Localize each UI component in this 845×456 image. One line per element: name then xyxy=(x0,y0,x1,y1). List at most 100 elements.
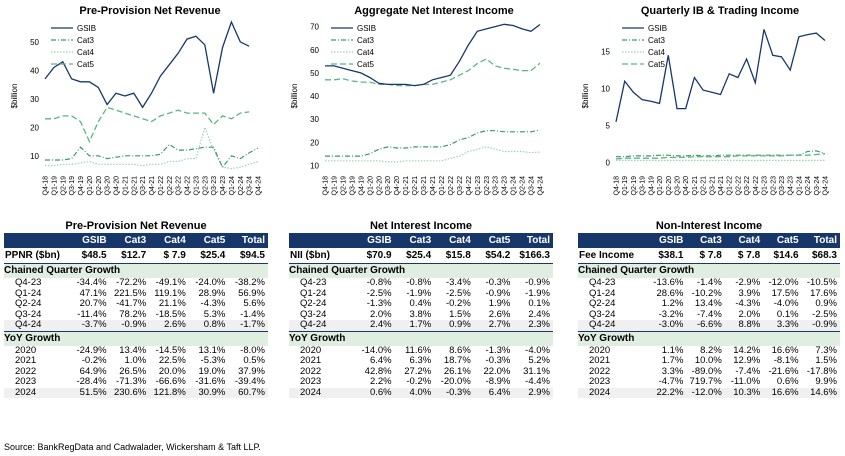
table-cell: -1.4% xyxy=(696,277,722,288)
table-cell: -6.6% xyxy=(686,319,725,331)
table-cell: 3.3% xyxy=(763,319,802,331)
x-tick-label: Q1-21 xyxy=(122,176,129,196)
table-cell: 719.7% xyxy=(689,376,722,387)
table-cell: 1.7% xyxy=(661,355,684,366)
level-value: $ 7.8 xyxy=(686,248,725,264)
x-tick-label: Q2-24 xyxy=(520,176,527,196)
table-cell: -0.8% xyxy=(406,277,432,288)
column-header: Total xyxy=(813,235,837,246)
table-cell: 10.3% xyxy=(724,387,764,398)
data-table: GSIB Cat3 Cat4 Cat5 Total NII ($bn) $70.9 $25.4… xyxy=(289,233,553,398)
x-tick-label: Q3-21 xyxy=(709,176,716,196)
table-cell: 2.4% xyxy=(355,319,395,331)
table-cell: -11.4% xyxy=(77,308,107,320)
row-label: Q3-24 xyxy=(15,308,42,320)
x-tick-label: Q1-23 xyxy=(193,176,200,196)
x-tick-label: Q4-24 xyxy=(823,176,830,196)
x-tick-label: Q4-20 xyxy=(394,176,401,196)
table-cell: 6.4% xyxy=(473,387,514,398)
table-row: Q2-24 20.7% -41.7% 21.1% -4.3% 5.6% xyxy=(4,298,268,310)
x-tick-label: Q4-20 xyxy=(683,176,690,196)
x-tick-label: Q1-19 xyxy=(331,176,338,196)
row-label: Q4-23 xyxy=(300,277,327,288)
table-cell: -18.5% xyxy=(155,308,186,320)
table-cell: -12.0% xyxy=(686,387,725,398)
table-row: 2020 -14.0% 11.6% 8.6% -1.3% -4.0% xyxy=(289,344,553,357)
table-cell: 14.2% xyxy=(733,344,761,356)
column-header: Cat3 xyxy=(409,235,432,246)
level-value: $25.4 xyxy=(394,248,435,264)
x-tick-label: Q1-20 xyxy=(657,176,664,196)
table-row: 2022 42.8% 27.2% 26.1% 22.0% 31.1% xyxy=(289,366,553,378)
table-cell: -0.3% xyxy=(485,355,511,366)
x-tick-label: Q2-21 xyxy=(701,176,708,196)
table-row: Q3-24 -3.2% -7.4% 2.0% 0.1% -2.5% xyxy=(578,308,840,321)
table-cell: 60.7% xyxy=(228,387,268,398)
y-tick-label: 20 xyxy=(30,123,39,132)
x-tick-label: Q2-24 xyxy=(805,176,812,196)
table-cell: 0.8% xyxy=(188,319,229,331)
series-line-cat3 xyxy=(616,150,826,158)
ppnr-table-panel: Pre-Provision Net Revenue GSIB Cat3 Cat4 Cat… xyxy=(4,220,268,398)
x-tick-label: Q1-22 xyxy=(727,176,734,196)
table-cell: 0.6% xyxy=(355,387,395,398)
table-row: 2022 3.3% -89.0% -7.4% -21.6% -17.8% xyxy=(578,365,840,378)
table-cell: 0.1% xyxy=(776,308,799,320)
table-cell: -2.9% xyxy=(735,277,761,288)
table-cell: -71.3% xyxy=(116,376,147,387)
table-cell: 230.6% xyxy=(109,387,150,398)
column-header: Cat5 xyxy=(488,235,511,246)
y-tick-label: 10 xyxy=(30,152,39,161)
table-cell: 0.4% xyxy=(409,298,432,309)
column-header: Cat4 xyxy=(738,235,761,246)
table-cell: 17.5% xyxy=(771,287,799,299)
x-tick-label: Q1-21 xyxy=(403,176,410,196)
y-axis-label: $billion xyxy=(581,84,590,109)
chart-title: Quarterly IB & Trading Income xyxy=(641,5,799,17)
table-cell: -4.0% xyxy=(773,298,799,309)
table-cell: 18.7% xyxy=(443,355,471,366)
table-cell: 19.0% xyxy=(198,365,226,377)
series-line-gsib xyxy=(325,23,541,87)
row-label: 2021 xyxy=(15,355,37,366)
table-cell: -1.7% xyxy=(228,319,268,331)
table-cell: 56.9% xyxy=(238,287,265,299)
table-cell: 9.9% xyxy=(815,376,837,387)
column-header: Cat3 xyxy=(124,235,147,246)
table-cell: -3.7% xyxy=(70,319,110,331)
x-tick-label: Q2-23 xyxy=(484,176,491,196)
x-tick-label: Q2-20 xyxy=(666,176,673,196)
row-label: Q1-24 xyxy=(589,287,616,299)
table-cell: -7.4% xyxy=(735,365,761,377)
series-line-cat5 xyxy=(325,58,541,87)
table-cell: -10.2% xyxy=(691,287,722,299)
column-header: GSIB xyxy=(658,235,684,246)
row-label: 2021 xyxy=(589,355,611,366)
table-row: Q4-23 -34.4% -72.2% -49.1% -24.0% -38.2% xyxy=(4,277,268,289)
series-line-gsib xyxy=(615,29,826,123)
table-cell: -1.4% xyxy=(240,308,265,320)
level-value: $68.3 xyxy=(801,248,840,264)
level-value: $38.1 xyxy=(648,248,687,264)
level-value: $15.8 xyxy=(434,248,474,264)
level-value: $48.5 xyxy=(70,248,110,264)
section-label: Chained Quarter Growth xyxy=(578,263,840,278)
table-title: Non-Interest Income xyxy=(655,220,763,232)
row-label: 2022 xyxy=(15,365,37,377)
table-cell: -4.0% xyxy=(525,344,550,356)
row-label: Q4-24 xyxy=(578,319,648,331)
table-cell: -49.1% xyxy=(155,277,186,288)
row-label: 2024 xyxy=(4,387,70,398)
table-cell: 28.9% xyxy=(198,287,226,299)
x-tick-label: Q4-21 xyxy=(718,176,725,196)
y-axis-label: $billion xyxy=(10,84,19,109)
x-tick-label: Q1-19 xyxy=(622,176,629,196)
table-cell: 5.3% xyxy=(203,308,226,320)
y-tick-label: 40 xyxy=(310,92,319,101)
x-tick-label: Q3-24 xyxy=(814,176,821,196)
series-line-cat5 xyxy=(615,153,826,160)
section-row: YoY Growth xyxy=(4,330,268,346)
section-row: Chained Quarter Growth xyxy=(4,263,268,278)
table-cell: 8.8% xyxy=(724,319,764,331)
table-cell: -39.4% xyxy=(234,376,265,387)
